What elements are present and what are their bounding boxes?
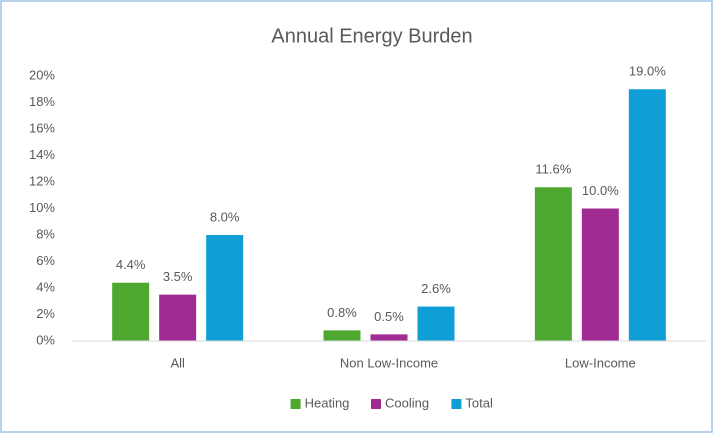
bar [534, 187, 572, 341]
y-tick-label: 8% [36, 226, 55, 241]
data-label: 2.6% [421, 281, 451, 296]
bar [112, 282, 150, 341]
y-tick-label: 0% [36, 332, 55, 347]
y-tick-label: 14% [29, 147, 55, 162]
bar [581, 208, 619, 341]
data-label: 0.8% [327, 305, 357, 320]
y-tick-label: 10% [29, 200, 55, 215]
y-tick-label: 2% [36, 306, 55, 321]
data-label: 8.0% [210, 209, 240, 224]
bar [159, 294, 197, 341]
data-label: 11.6% [535, 162, 571, 177]
x-tick-label: Low-Income [565, 355, 636, 370]
legend-label: Total [465, 395, 493, 410]
bar [323, 330, 361, 341]
bar [370, 334, 408, 341]
data-label: 19.0% [629, 64, 666, 79]
y-tick-label: 6% [36, 253, 55, 268]
y-tick-label: 16% [29, 120, 55, 135]
legend-label: Cooling [385, 395, 429, 410]
data-label: 3.5% [163, 269, 193, 284]
chart-title: Annual Energy Burden [271, 25, 472, 47]
x-tick-label: All [170, 355, 185, 370]
bar [417, 306, 455, 341]
legend-swatch [371, 399, 381, 409]
y-tick-label: 20% [29, 67, 55, 82]
y-tick-label: 18% [29, 94, 55, 109]
legend-swatch [290, 399, 301, 409]
x-tick-label: Non Low-Income [340, 355, 438, 370]
legend-swatch [451, 399, 462, 409]
data-label: 10.0% [582, 183, 619, 198]
y-tick-label: 4% [36, 279, 55, 294]
data-label: 0.5% [374, 309, 404, 324]
data-label: 4.4% [116, 257, 146, 272]
bar [628, 89, 666, 341]
y-tick-label: 12% [29, 173, 55, 188]
legend-label: Heating [305, 395, 350, 410]
bar [206, 235, 244, 341]
